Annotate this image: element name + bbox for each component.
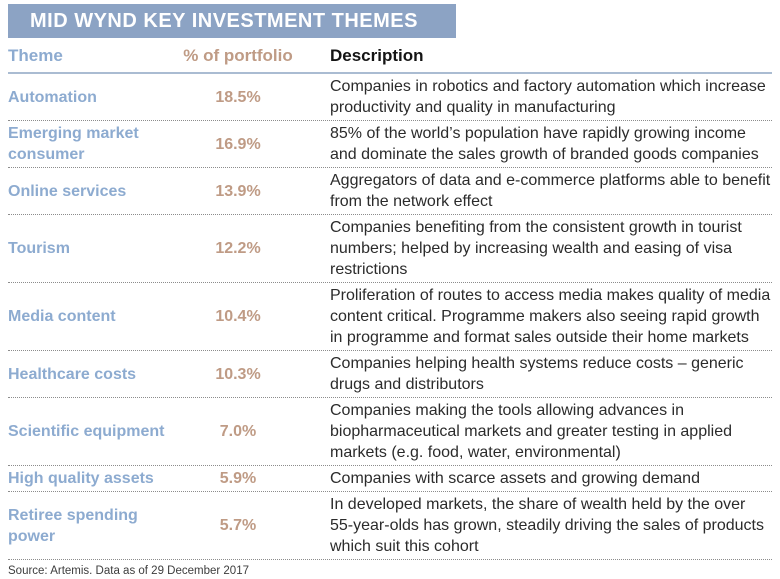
theme-label: Automation — [8, 88, 97, 106]
theme-label: Healthcare costs — [8, 365, 137, 383]
pct-cell: 10.3% — [168, 364, 308, 385]
theme-label: Emerging market consumer — [8, 125, 139, 163]
column-header-description: Description — [330, 46, 424, 65]
description-cell: In developed markets, the share of wealt… — [308, 494, 772, 557]
theme-cell: High quality assets — [8, 468, 168, 489]
pct-value: 10.4% — [215, 308, 261, 325]
pct-value: 12.2% — [215, 240, 261, 257]
pct-cell: 5.9% — [168, 468, 308, 489]
theme-cell: Scientific equipment — [8, 421, 168, 442]
description-text: Companies making the tools allowing adva… — [330, 402, 733, 461]
theme-label: Media content — [8, 308, 116, 325]
description-text: Companies with scarce assets and growing… — [330, 470, 700, 487]
pct-value: 7.0% — [219, 423, 257, 440]
theme-label: High quality assets — [8, 470, 154, 487]
column-header-theme: Theme — [8, 46, 63, 65]
description-cell: 85% of the world’s population have rapid… — [308, 123, 772, 165]
table-row: Emerging market consumer 16.9% 85% of th… — [8, 121, 772, 168]
theme-cell: Retiree spending power — [8, 505, 168, 547]
pct-value: 18.5% — [215, 88, 261, 106]
page-title: MID WYND KEY INVESTMENT THEMES — [30, 10, 418, 32]
description-text: Proliferation of routes to access media … — [330, 287, 771, 346]
table-row: Tourism 12.2% Companies benefiting from … — [8, 215, 772, 283]
source-note: Source: Artemis. Data as of 29 December … — [8, 565, 249, 577]
description-text: 85% of the world’s population have rapid… — [330, 125, 759, 163]
theme-cell: Healthcare costs — [8, 364, 168, 385]
theme-label: Retiree spending power — [8, 506, 138, 545]
theme-cell: Tourism — [8, 238, 168, 259]
pct-value: 5.9% — [219, 470, 257, 487]
theme-label: Scientific equipment — [8, 423, 165, 440]
description-text: Companies helping health systems reduce … — [330, 355, 744, 393]
pct-cell: 16.9% — [168, 134, 308, 155]
description-text: Aggregators of data and e-commerce platf… — [330, 172, 771, 210]
pct-cell: 10.4% — [168, 306, 308, 327]
theme-label: Online services — [8, 182, 127, 200]
description-text: In developed markets, the share of wealt… — [330, 496, 764, 555]
table-row: Automation 18.5% Companies in robotics a… — [8, 74, 772, 121]
table-body: Automation 18.5% Companies in robotics a… — [8, 74, 772, 560]
column-header-pct: % of portfolio — [183, 46, 293, 65]
description-cell: Companies benefiting from the consistent… — [308, 217, 772, 280]
pct-value: 5.7% — [219, 517, 257, 534]
pct-cell: 12.2% — [168, 238, 308, 259]
theme-cell: Automation — [8, 87, 168, 108]
description-cell: Proliferation of routes to access media … — [308, 285, 772, 348]
table-row: High quality assets 5.9% Companies with … — [8, 466, 772, 492]
description-cell: Companies helping health systems reduce … — [308, 353, 772, 395]
description-cell: Companies with scarce assets and growing… — [308, 468, 772, 489]
table-row: Media content 10.4% Proliferation of rou… — [8, 283, 772, 351]
title-bar: MID WYND KEY INVESTMENT THEMES — [8, 4, 456, 38]
description-cell: Companies making the tools allowing adva… — [308, 400, 772, 463]
table-row: Scientific equipment 7.0% Companies maki… — [8, 398, 772, 466]
theme-cell: Media content — [8, 306, 168, 327]
description-cell: Companies in robotics and factory automa… — [308, 76, 772, 118]
table-row: Retiree spending power 5.7% In developed… — [8, 492, 772, 560]
description-cell: Aggregators of data and e-commerce platf… — [308, 170, 772, 212]
pct-cell: 7.0% — [168, 421, 308, 442]
table-row: Online services 13.9% Aggregators of dat… — [8, 168, 772, 215]
pct-cell: 18.5% — [168, 87, 308, 108]
table-row: Healthcare costs 10.3% Companies helping… — [8, 351, 772, 398]
description-text: Companies benefiting from the consistent… — [330, 219, 742, 278]
theme-cell: Emerging market consumer — [8, 123, 168, 165]
table-header: Theme % of portfolio Description — [8, 46, 772, 74]
pct-cell: 13.9% — [168, 181, 308, 202]
pct-cell: 5.7% — [168, 515, 308, 536]
theme-label: Tourism — [8, 240, 70, 257]
pct-value: 16.9% — [215, 135, 261, 153]
theme-cell: Online services — [8, 181, 168, 202]
description-text: Companies in robotics and factory automa… — [330, 78, 766, 116]
pct-value: 10.3% — [215, 365, 261, 383]
pct-value: 13.9% — [215, 182, 261, 200]
